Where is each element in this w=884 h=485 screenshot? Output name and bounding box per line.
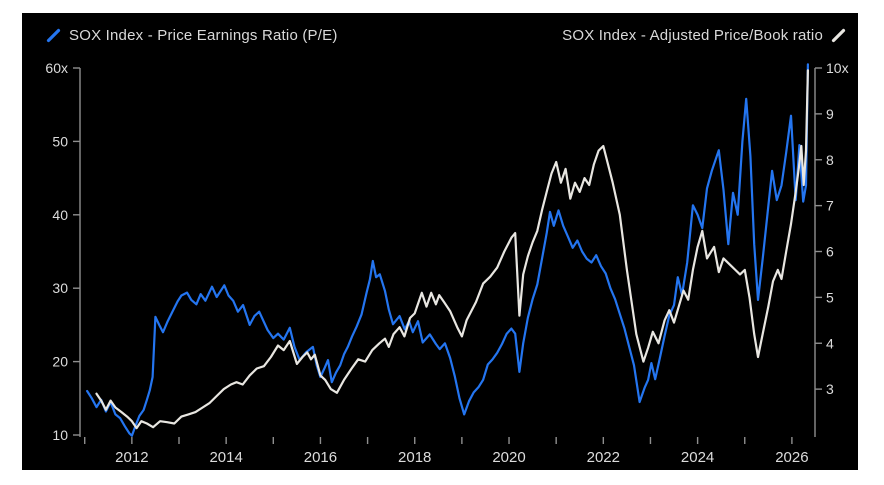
y-tick-label-left: 30 [52,280,68,296]
y-tick-label-right: 9 [826,106,834,122]
y-tick-label-left: 40 [52,207,68,223]
x-tick-label: 2024 [681,449,714,466]
x-tick-label: 2014 [209,449,242,466]
y-tick-label-left: 20 [52,354,68,370]
y-tick-label-right: 3 [826,381,834,397]
y-tick-label-right: 10x [826,60,849,76]
y-tick-label-right: 4 [826,335,834,351]
legend-label-pb: SOX Index - Adjusted Price/Book ratio [562,27,823,44]
y-tick-label-right: 8 [826,152,834,168]
y-tick-label-right: 7 [826,198,834,214]
x-tick-label: 2020 [492,449,525,466]
y-tick-label-right: 6 [826,244,834,260]
x-tick-label: 2018 [398,449,431,466]
slash-icon [831,28,846,43]
x-tick-label: 2016 [304,449,337,466]
legend-label-pe: SOX Index - Price Earnings Ratio (P/E) [69,27,338,44]
chart-card [22,13,858,470]
y-tick-label-left: 60x [45,60,68,76]
y-tick-label-left: 50 [52,133,68,149]
legend-item-pe: SOX Index - Price Earnings Ratio (P/E) [46,27,338,44]
y-tick-label-right: 5 [826,289,834,305]
legend-item-pb: SOX Index - Adjusted Price/Book ratio [562,27,846,44]
slash-icon [46,28,61,43]
pb-line [95,69,810,430]
y-tick-label-left: 10 [52,427,68,443]
x-tick-label: 2026 [775,449,808,466]
x-tick-label: 2012 [115,449,148,466]
x-tick-label: 2022 [587,449,620,466]
pe-line [85,63,810,437]
chart-legend: SOX Index - Price Earnings Ratio (P/E) S… [22,13,858,44]
